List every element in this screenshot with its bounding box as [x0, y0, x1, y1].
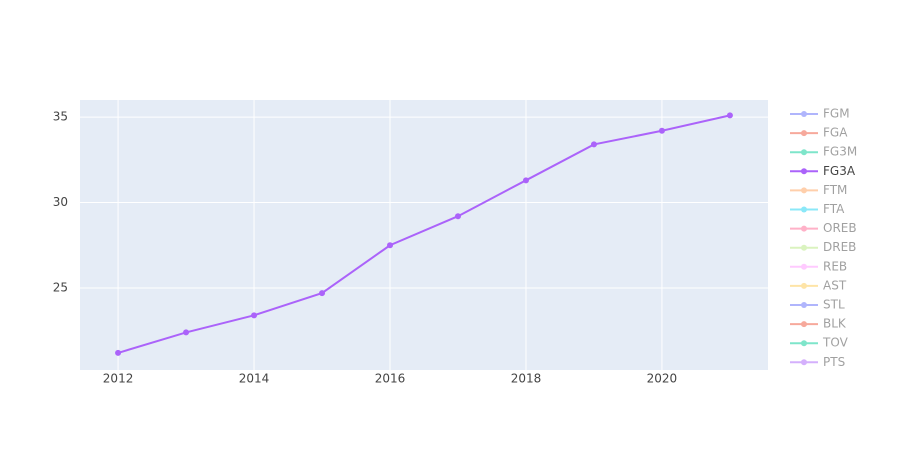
legend-marker — [801, 187, 807, 194]
legend-label: AST — [823, 278, 847, 292]
legend-label: FTA — [823, 202, 845, 216]
data-point — [590, 141, 597, 148]
legend-item[interactable]: PTS — [790, 355, 845, 369]
data-point — [319, 290, 326, 297]
legend-item[interactable]: FTA — [790, 202, 845, 216]
data-point — [183, 329, 190, 336]
data-point — [115, 349, 122, 356]
legend-marker — [801, 149, 807, 156]
legend-label: FGM — [823, 107, 850, 121]
legend-marker — [801, 168, 807, 175]
data-point — [387, 242, 394, 249]
y-tick-label: 35 — [53, 110, 68, 124]
x-tick-label: 2016 — [375, 372, 406, 386]
series-line — [117, 114, 731, 354]
data-point — [251, 312, 258, 319]
legend-label: FG3A — [823, 164, 856, 178]
x-tick-label: 2012 — [103, 372, 134, 386]
y-tick-label: 30 — [53, 195, 68, 209]
legend-label: PTS — [823, 355, 845, 369]
legend-label: FG3M — [823, 145, 857, 159]
legend-item[interactable]: REB — [790, 259, 847, 273]
legend-marker — [801, 302, 807, 308]
legend-marker — [801, 340, 807, 347]
legend-marker — [801, 130, 807, 137]
legend-marker — [801, 282, 807, 289]
legend-item[interactable]: OREB — [790, 221, 857, 235]
legend-item[interactable]: FGA — [790, 126, 848, 140]
data-point — [522, 177, 529, 184]
x-tick-label: 2018 — [511, 372, 542, 386]
data-point — [726, 112, 733, 119]
legend-marker — [801, 359, 807, 366]
legend-item[interactable]: FG3A — [790, 164, 856, 178]
data-point — [454, 213, 461, 220]
legend-marker — [801, 263, 807, 270]
legend-marker — [801, 321, 807, 328]
data-point — [658, 127, 665, 134]
plot-area — [80, 100, 768, 370]
x-tick-label: 2020 — [647, 372, 678, 386]
legend-item[interactable]: FGM — [790, 107, 850, 121]
legend-label: OREB — [823, 221, 857, 235]
legend-item[interactable]: STL — [790, 298, 845, 312]
legend-item[interactable]: BLK — [790, 317, 847, 331]
legend-item[interactable]: DREB — [790, 240, 856, 254]
x-tick-label: 2014 — [239, 372, 270, 386]
legend-label: DREB — [823, 240, 856, 254]
legend-marker — [801, 225, 807, 232]
legend-item[interactable]: FTM — [790, 183, 847, 197]
legend-marker — [801, 206, 807, 213]
legend-item[interactable]: AST — [790, 278, 847, 292]
legend-label: TOV — [822, 336, 849, 350]
legend-marker — [801, 244, 807, 251]
legend-label: FGA — [823, 126, 848, 140]
legend-item[interactable]: FG3M — [790, 145, 857, 159]
legend-item[interactable]: TOV — [790, 336, 849, 350]
legend-marker — [801, 111, 807, 117]
legend-label: STL — [823, 298, 845, 312]
legend-label: BLK — [823, 317, 847, 331]
legend-label: REB — [823, 259, 847, 273]
y-tick-label: 25 — [53, 280, 68, 294]
legend-label: FTM — [823, 183, 847, 197]
